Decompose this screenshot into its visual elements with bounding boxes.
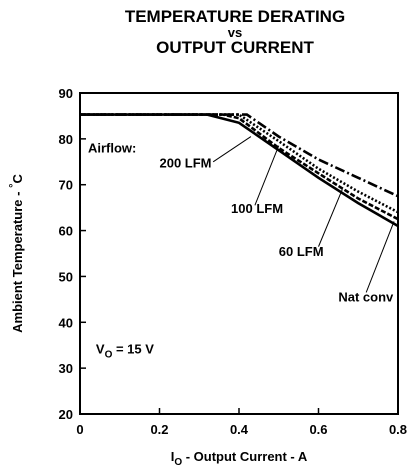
callout-leader-nat-conv <box>365 221 395 293</box>
series-layer <box>80 113 399 228</box>
series-label-100-lfm: 100 LFM <box>231 201 283 216</box>
chart-title: TEMPERATURE DERATING vs OUTPUT CURRENT <box>70 8 400 57</box>
x-axis-title-sub: O <box>174 457 182 468</box>
x-tick-label: 0.6 <box>309 422 327 437</box>
vo-annotation: VO = 15 V <box>96 341 154 360</box>
y-tick-label: 50 <box>59 269 73 284</box>
x-axis-title: IO - Output Current - A <box>171 449 308 468</box>
y-axis-title-unit: C <box>10 174 25 184</box>
tick-layer: 0 0.2 0.4 0.6 0.8 20 30 40 50 60 70 80 90 <box>59 86 408 437</box>
vo-rest: = 15 V <box>112 341 154 356</box>
y-tick-label: 80 <box>59 132 73 147</box>
y-tick-label: 90 <box>59 86 73 101</box>
x-axis-title-main: I <box>171 449 175 464</box>
y-axis-title-main: Ambient Temperature - <box>10 188 25 333</box>
x-tick-label: 0 <box>76 422 83 437</box>
y-axis-title-degree: ° <box>8 184 20 188</box>
series-label-60-lfm: 60 LFM <box>279 244 324 259</box>
vo-sub: O <box>105 349 113 360</box>
chart-title-line-1: TEMPERATURE DERATING <box>124 7 346 26</box>
callout-leader-200-lfm <box>212 136 252 163</box>
y-tick-label: 60 <box>59 224 73 239</box>
callout-leader-100-lfm <box>254 145 280 206</box>
vo-main: V <box>96 341 105 356</box>
x-tick-label: 0.2 <box>150 422 168 437</box>
airflow-annotation: Airflow: <box>88 141 136 156</box>
x-tick-label: 0.4 <box>230 422 249 437</box>
y-tick-label: 30 <box>59 361 73 376</box>
callout-leader-60-lfm <box>318 189 343 247</box>
y-axis-title: Ambient Temperature - °C <box>8 174 25 333</box>
series-label-200-lfm: 200 LFM <box>160 155 212 170</box>
chart-title-line-3: OUTPUT CURRENT <box>156 38 314 58</box>
x-tick-label: 0.8 <box>389 422 407 437</box>
callout-layer: 200 LFM 100 LFM 60 LFM Nat conv <box>160 136 395 305</box>
series-line-nat-conv <box>80 113 399 228</box>
y-tick-label: 70 <box>59 178 73 193</box>
series-line-200-lfm <box>80 113 399 198</box>
x-axis-title-rest: - Output Current - A <box>182 449 308 464</box>
series-line-100-lfm <box>80 113 399 214</box>
series-label-nat-conv: Nat conv <box>338 290 394 305</box>
y-tick-label: 20 <box>59 407 73 422</box>
chart-title-line-2: vs <box>227 24 243 40</box>
y-tick-label: 40 <box>59 315 73 330</box>
series-line-60-lfm <box>80 113 399 221</box>
